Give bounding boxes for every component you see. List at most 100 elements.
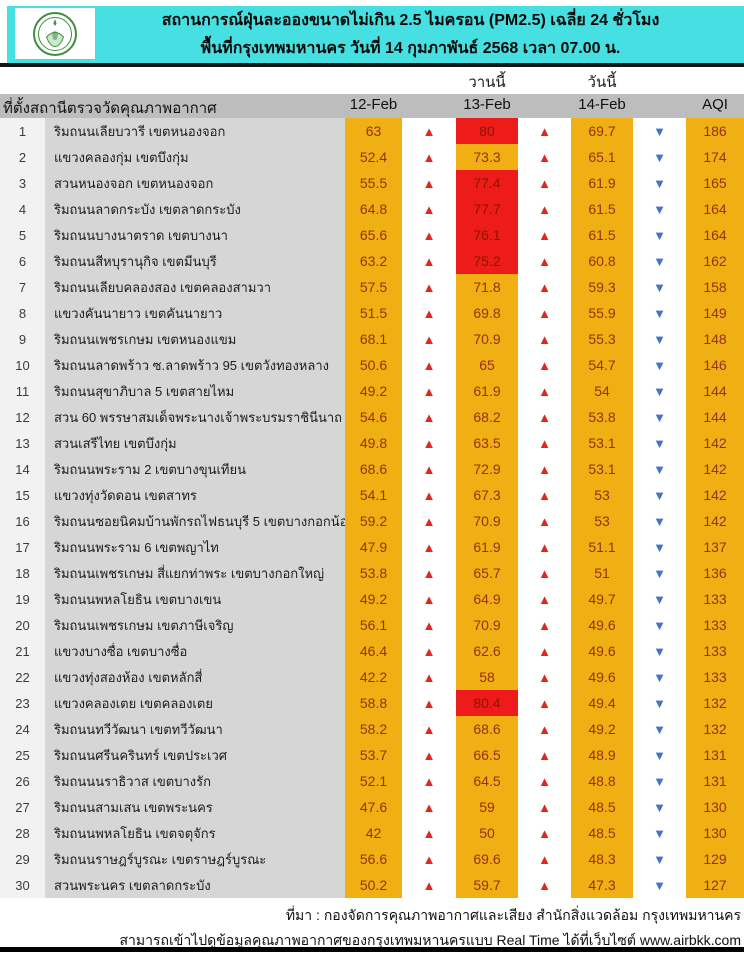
pm25-14feb-value: 69.7 bbox=[571, 118, 633, 144]
pm25-13feb-value: 68.2 bbox=[456, 404, 518, 430]
pm25-12feb-value: 42 bbox=[345, 820, 402, 846]
row-number: 22 bbox=[0, 664, 45, 690]
trend-up-icon: ▲ bbox=[518, 820, 571, 846]
trend-down-icon: ▼ bbox=[633, 846, 686, 872]
pm25-12feb-value: 55.5 bbox=[345, 170, 402, 196]
row-number: 26 bbox=[0, 768, 45, 794]
pm25-13feb-value: 61.9 bbox=[456, 534, 518, 560]
pm25-12feb-value: 54.6 bbox=[345, 404, 402, 430]
report-titles: สถานการณ์ฝุ่นละอองขนาดไม่เกิน 2.5 ไมครอน… bbox=[7, 6, 744, 63]
trend-up-icon: ▲ bbox=[518, 664, 571, 690]
aqi-value: 142 bbox=[686, 456, 744, 482]
aqi-value: 144 bbox=[686, 378, 744, 404]
trend-down-icon: ▼ bbox=[633, 144, 686, 170]
aqi-value: 132 bbox=[686, 690, 744, 716]
pm25-13feb-value: 69.6 bbox=[456, 846, 518, 872]
trend-up-icon: ▲ bbox=[518, 794, 571, 820]
trend-down-icon: ▼ bbox=[633, 820, 686, 846]
pm25-12feb-value: 49.8 bbox=[345, 430, 402, 456]
trend-up-icon: ▲ bbox=[402, 586, 456, 612]
row-number: 27 bbox=[0, 794, 45, 820]
aqi-value: 137 bbox=[686, 534, 744, 560]
pm25-13feb-value: 64.9 bbox=[456, 586, 518, 612]
station-name: สวน 60 พรรษาสมเด็จพระนางเจ้าพระบรมราชินี… bbox=[45, 404, 345, 430]
pm25-12feb-value: 58.2 bbox=[345, 716, 402, 742]
trend-up-icon: ▲ bbox=[518, 144, 571, 170]
aqi-value: 174 bbox=[686, 144, 744, 170]
aqi-value: 146 bbox=[686, 352, 744, 378]
source-credit: ที่มา : กองจัดการคุณภาพอากาศและเสียง สำน… bbox=[285, 907, 741, 923]
station-table: 1 ริมถนนเลียบวารี เขตหนองจอก 63 ▲ 80 ▲ 6… bbox=[0, 118, 744, 898]
pm25-12feb-value: 59.2 bbox=[345, 508, 402, 534]
aqi-value: 148 bbox=[686, 326, 744, 352]
trend-down-icon: ▼ bbox=[633, 560, 686, 586]
trend-down-icon: ▼ bbox=[633, 664, 686, 690]
aqi-value: 133 bbox=[686, 612, 744, 638]
row-number: 24 bbox=[0, 716, 45, 742]
aqi-value: 130 bbox=[686, 820, 744, 846]
station-name: ริมถนนสามเสน เขตพระนคร bbox=[45, 794, 345, 820]
aqi-value: 130 bbox=[686, 794, 744, 820]
station-name: ริมถนนพระราม 2 เขตบางขุนเทียน bbox=[45, 456, 345, 482]
pm25-14feb-value: 47.3 bbox=[571, 872, 633, 898]
report-title: สถานการณ์ฝุ่นละอองขนาดไม่เกิน 2.5 ไมครอน… bbox=[161, 12, 660, 30]
aqi-value: 131 bbox=[686, 768, 744, 794]
station-name: แขวงคันนายาว เขตคันนายาว bbox=[45, 300, 345, 326]
trend-down-icon: ▼ bbox=[633, 508, 686, 534]
trend-up-icon: ▲ bbox=[402, 378, 456, 404]
station-name: สวนพระนคร เขตลาดกระบัง bbox=[45, 872, 345, 898]
trend-up-icon: ▲ bbox=[518, 274, 571, 300]
aqi-value: 164 bbox=[686, 222, 744, 248]
row-number: 19 bbox=[0, 586, 45, 612]
station-name: ริมถนนเพชรเกษม เขตภาษีเจริญ bbox=[45, 612, 345, 638]
row-number: 2 bbox=[0, 144, 45, 170]
pm25-13feb-value: 70.9 bbox=[456, 326, 518, 352]
trend-up-icon: ▲ bbox=[518, 326, 571, 352]
station-name: ริมถนนนราธิวาส เขตบางรัก bbox=[45, 768, 345, 794]
trend-up-icon: ▲ bbox=[402, 352, 456, 378]
aqi-value: 186 bbox=[686, 118, 744, 144]
pm25-12feb-value: 57.5 bbox=[345, 274, 402, 300]
aqi-value: 127 bbox=[686, 872, 744, 898]
pm25-14feb-value: 53.1 bbox=[571, 456, 633, 482]
pm25-13feb-value: 62.6 bbox=[456, 638, 518, 664]
aqi-value: 165 bbox=[686, 170, 744, 196]
trend-up-icon: ▲ bbox=[402, 326, 456, 352]
row-number: 8 bbox=[0, 300, 45, 326]
trend-down-icon: ▼ bbox=[633, 586, 686, 612]
aqi-value: 149 bbox=[686, 300, 744, 326]
trend-down-icon: ▼ bbox=[633, 118, 686, 144]
report-subtitle: พื้นที่กรุงเทพมหานคร วันที่ 14 กุมภาพันธ… bbox=[200, 39, 621, 57]
table-header-row: ที่ตั้งสถานีตรวจวัดคุณภาพอากาศ 12-Feb 13… bbox=[0, 94, 744, 118]
aqi-value: 133 bbox=[686, 638, 744, 664]
trend-down-icon: ▼ bbox=[633, 300, 686, 326]
report-banner: สถานการณ์ฝุ่นละอองขนาดไม่เกิน 2.5 ไมครอน… bbox=[7, 6, 744, 63]
pm25-13feb-value: 67.3 bbox=[456, 482, 518, 508]
row-number: 28 bbox=[0, 820, 45, 846]
trend-up-icon: ▲ bbox=[518, 118, 571, 144]
pm25-12feb-value: 49.2 bbox=[345, 586, 402, 612]
aqi-value: 162 bbox=[686, 248, 744, 274]
pm25-14feb-value: 61.5 bbox=[571, 222, 633, 248]
trend-up-icon: ▲ bbox=[518, 404, 571, 430]
station-name: ริมถนนเลียบคลองสอง เขตคลองสามวา bbox=[45, 274, 345, 300]
pm25-13feb-value: 76.1 bbox=[456, 222, 518, 248]
trend-up-icon: ▲ bbox=[402, 404, 456, 430]
row-number: 12 bbox=[0, 404, 45, 430]
station-name: ริมถนนทวีวัฒนา เขตทวีวัฒนา bbox=[45, 716, 345, 742]
pm25-14feb-value: 55.3 bbox=[571, 326, 633, 352]
row-number: 10 bbox=[0, 352, 45, 378]
trend-up-icon: ▲ bbox=[402, 144, 456, 170]
trend-up-icon: ▲ bbox=[402, 456, 456, 482]
pm25-13feb-value: 63.5 bbox=[456, 430, 518, 456]
pm25-14feb-value: 54 bbox=[571, 378, 633, 404]
trend-down-icon: ▼ bbox=[633, 768, 686, 794]
pm25-13feb-value: 59.7 bbox=[456, 872, 518, 898]
pm25-12feb-value: 42.2 bbox=[345, 664, 402, 690]
station-name: สวนเสรีไทย เขตบึงกุ่ม bbox=[45, 430, 345, 456]
pm25-14feb-value: 51.1 bbox=[571, 534, 633, 560]
pm25-13feb-value: 71.8 bbox=[456, 274, 518, 300]
pm25-13feb-value: 58 bbox=[456, 664, 518, 690]
aqi-value: 132 bbox=[686, 716, 744, 742]
